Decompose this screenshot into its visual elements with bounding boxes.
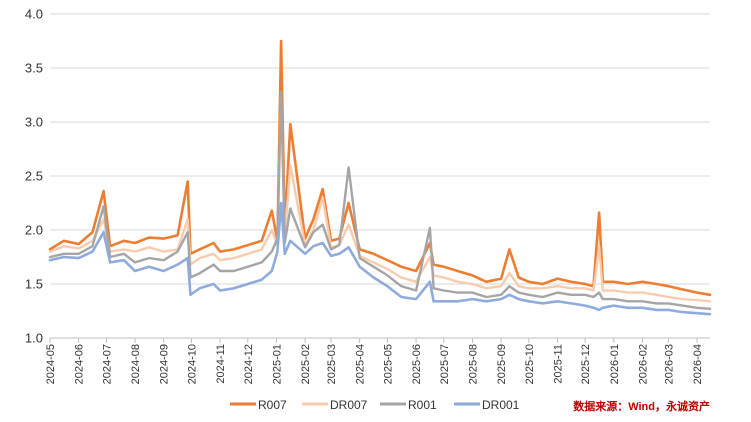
x-tick-label: 2026-03 bbox=[663, 344, 675, 384]
x-tick-label: 2026-04 bbox=[692, 344, 704, 384]
x-tick-label: 2025-03 bbox=[326, 344, 338, 384]
x-tick-label: 2024-07 bbox=[101, 344, 113, 384]
x-tick-label: 2024-12 bbox=[243, 344, 255, 384]
x-tick-label: 2024-10 bbox=[186, 344, 198, 384]
legend-label-r001: R001 bbox=[408, 398, 437, 412]
x-tick-label: 2025-09 bbox=[496, 344, 508, 384]
series-line-r007 bbox=[48, 39, 712, 297]
y-tick-label: 1.5 bbox=[25, 277, 43, 292]
x-tick-label: 2025-08 bbox=[467, 344, 479, 384]
x-tick-label: 2025-06 bbox=[411, 344, 423, 384]
x-tick-label: 2024-08 bbox=[130, 344, 142, 384]
series-line-r001 bbox=[48, 90, 712, 310]
legend-label-dr001: DR001 bbox=[482, 398, 520, 412]
x-tick-label: 2025-07 bbox=[439, 344, 451, 384]
source-note: 数据来源：Wind，永诚资产 bbox=[573, 399, 710, 413]
x-tick-label: 2025-02 bbox=[300, 344, 312, 384]
y-tick-label: 3.0 bbox=[25, 115, 43, 130]
x-tick-label: 2024-09 bbox=[159, 344, 171, 384]
legend-label-r007: R007 bbox=[258, 398, 287, 412]
y-tick-label: 4.0 bbox=[25, 7, 43, 22]
y-tick-label: 1.0 bbox=[25, 331, 43, 346]
series-lines bbox=[48, 39, 712, 316]
x-axis: 2024-05 2024-06 2024-07 2024-08 2024-09 2024-… bbox=[45, 337, 710, 384]
x-tick-label: 2025-12 bbox=[580, 344, 592, 384]
gridlines bbox=[50, 13, 710, 285]
y-tick-label: 2.5 bbox=[25, 169, 43, 184]
x-tick-label: 2025-01 bbox=[271, 344, 283, 384]
x-tick-label: 2024-05 bbox=[45, 344, 57, 384]
y-tick-label: 2.0 bbox=[25, 223, 43, 238]
x-tick-label: 2026-01 bbox=[609, 344, 621, 384]
y-axis-ticks: 1.0 1.5 2.0 2.5 3.0 3.5 4.0 bbox=[25, 7, 43, 346]
x-tick-label: 2026-02 bbox=[638, 344, 650, 384]
y-tick-label: 3.5 bbox=[25, 61, 43, 76]
legend-label-dr007: DR007 bbox=[330, 398, 368, 412]
x-tick-label: 2025-10 bbox=[524, 344, 536, 384]
x-tick-label: 2024-06 bbox=[74, 344, 86, 384]
series-line-dr007 bbox=[48, 93, 712, 303]
legend: R007 DR007 R001 DR001 bbox=[230, 398, 520, 412]
x-tick-label: 2025-11 bbox=[552, 344, 564, 384]
x-tick-label: 2025-05 bbox=[382, 344, 394, 384]
x-tick-label: 2024-11 bbox=[215, 344, 227, 384]
series-line-dr001 bbox=[48, 201, 712, 316]
x-tick-label: 2025-04 bbox=[355, 344, 367, 384]
